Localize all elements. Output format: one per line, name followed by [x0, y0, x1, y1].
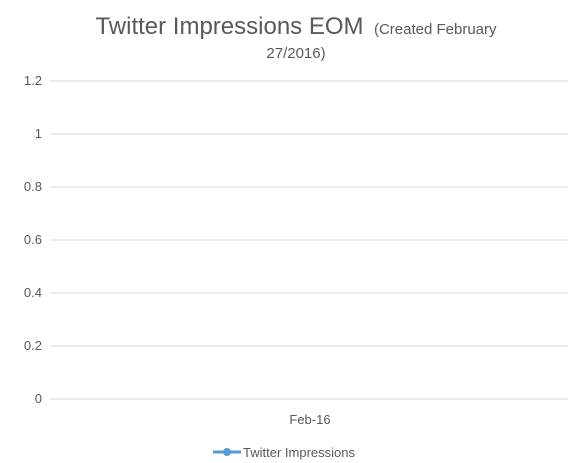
chart-title-line1: Twitter Impressions EOM (Created Februar… — [95, 13, 497, 40]
chart-title-line2: 27/2016) — [266, 45, 325, 62]
chart-title: Twitter Impressions EOM (Created Februar… — [95, 13, 497, 62]
y-tick-label: 0 — [35, 391, 42, 406]
chart-title-suffix: (Created February — [374, 21, 497, 38]
legend-point-swatch — [223, 448, 231, 456]
x-tick-label: Feb-16 — [289, 412, 330, 427]
plot-area: 0 0.2 0.4 0.6 0.8 1 1.2 — [24, 73, 568, 406]
y-tick-label: 1.2 — [24, 73, 42, 88]
chart-title-main: Twitter Impressions EOM — [95, 13, 363, 40]
y-tick-label: 1 — [35, 126, 42, 141]
legend-label-twitter-impressions: Twitter Impressions — [243, 445, 355, 460]
y-tick-label: 0.4 — [24, 285, 42, 300]
legend-marker-twitter-impressions — [213, 448, 241, 456]
y-tick-label: 0.2 — [24, 338, 42, 353]
legend: Twitter Impressions — [213, 445, 355, 460]
y-tick-label: 0.8 — [24, 179, 42, 194]
y-tick-label: 0.6 — [24, 232, 42, 247]
